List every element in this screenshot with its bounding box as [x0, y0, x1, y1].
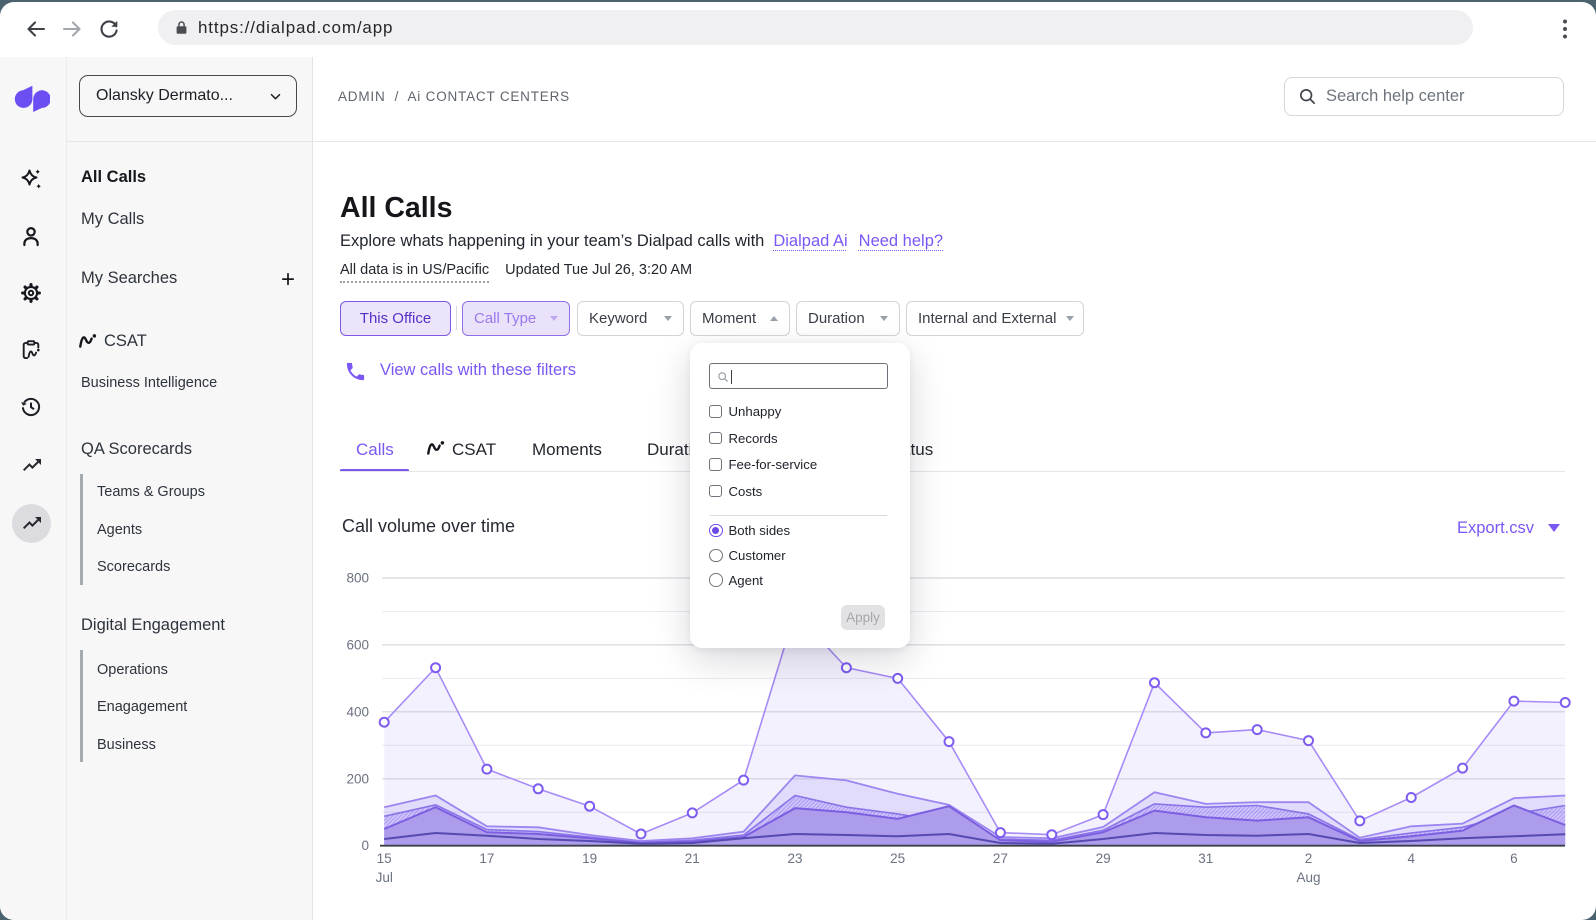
svg-text:4: 4: [1407, 851, 1415, 866]
svg-text:25: 25: [890, 851, 905, 866]
svg-text:600: 600: [346, 637, 369, 652]
svg-text:23: 23: [787, 851, 802, 866]
svg-text:27: 27: [993, 851, 1008, 866]
svg-text:Aug: Aug: [1296, 870, 1320, 885]
svg-text:800: 800: [346, 571, 369, 586]
svg-text:2: 2: [1305, 851, 1313, 866]
svg-text:200: 200: [346, 771, 369, 786]
svg-text:400: 400: [346, 704, 369, 719]
svg-text:21: 21: [685, 851, 700, 866]
svg-text:17: 17: [479, 851, 494, 866]
svg-text:15: 15: [377, 851, 392, 866]
svg-text:19: 19: [582, 851, 597, 866]
svg-text:6: 6: [1510, 851, 1518, 866]
svg-text:29: 29: [1096, 851, 1111, 866]
svg-text:0: 0: [361, 838, 369, 853]
svg-text:Jul: Jul: [376, 870, 393, 885]
svg-text:31: 31: [1198, 851, 1213, 866]
